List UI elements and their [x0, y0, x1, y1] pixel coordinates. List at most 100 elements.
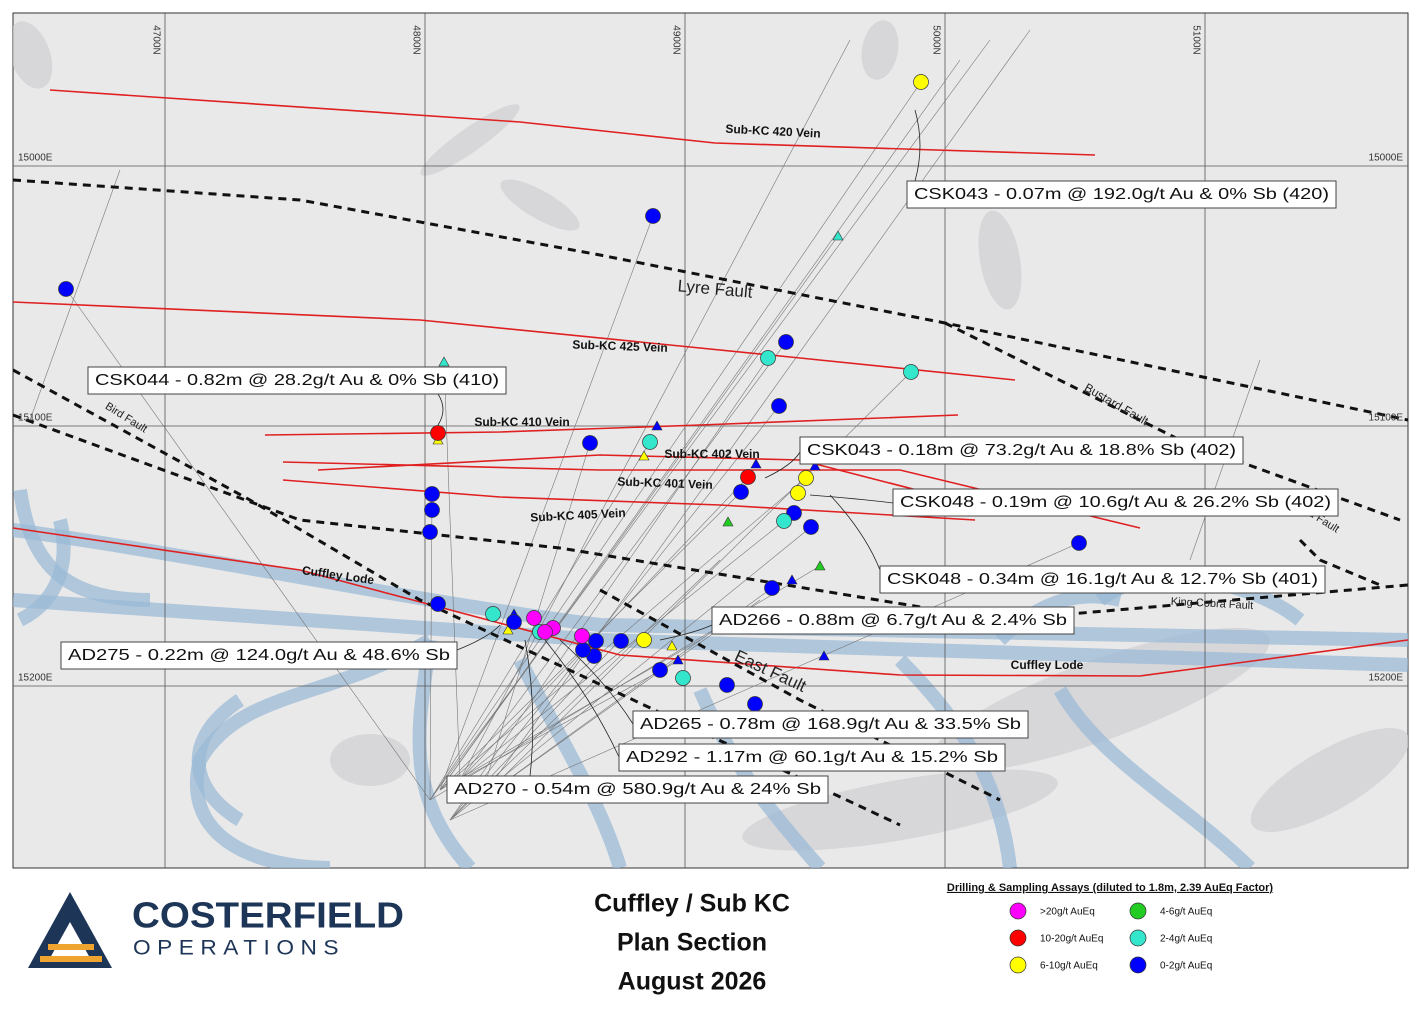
- drill-intercept: [913, 74, 929, 90]
- drill-intercept-triangle: [818, 650, 830, 661]
- drill-intercept: [636, 632, 652, 648]
- drill-intercept: [798, 470, 814, 486]
- callout-leader: [456, 624, 501, 651]
- legend-swatch: [1009, 902, 1027, 920]
- callout-leader: [544, 639, 620, 758]
- drill-trace: [459, 476, 749, 781]
- callout-text: CSK043 - 0.18m @ 73.2g/t Au & 18.8% Sb (…: [807, 442, 1236, 459]
- fault-label: King Cobra Fault: [1170, 596, 1253, 612]
- drill-trace: [459, 659, 681, 781]
- fault-line: [13, 178, 1408, 422]
- drill-intercept-triangle: [502, 624, 514, 635]
- title-line: August 2026: [618, 968, 767, 996]
- drill-intercept: [58, 281, 74, 297]
- callout-leader: [437, 393, 444, 426]
- callout-box: [799, 436, 1244, 465]
- terrain-shade: [742, 769, 1058, 851]
- drill-intercept: [771, 398, 787, 414]
- drill-intercept: [776, 513, 792, 529]
- terrain-shade: [13, 21, 53, 89]
- drill-intercept-triangle: [722, 516, 734, 527]
- terrain-shade: [500, 179, 580, 231]
- callout-leader: [914, 109, 921, 182]
- northing-label: 5000N: [930, 25, 941, 54]
- northing-label: 5100N: [1190, 25, 1201, 54]
- drill-intercept: [719, 677, 735, 693]
- callout-box: [632, 710, 1029, 739]
- drill-intercept: [574, 628, 590, 644]
- easting-label: 15100E: [18, 413, 53, 424]
- callout-leader: [524, 639, 534, 777]
- underground-working: [513, 656, 627, 868]
- terrain-shade: [420, 104, 520, 176]
- callout-box: [711, 606, 1075, 635]
- drill-intercept-triangle: [786, 574, 798, 585]
- drill-intercept-triangle: [438, 356, 450, 367]
- drill-intercept: [778, 334, 794, 350]
- callout-text: AD265 - 0.78m @ 168.9g/t Au & 33.5% Sb: [640, 716, 1021, 733]
- drill-intercept: [790, 485, 806, 501]
- drill-intercept: [422, 524, 438, 540]
- underground-working: [191, 694, 244, 827]
- underground-working: [16, 518, 71, 627]
- callout-text: CSK044 - 0.82m @ 28.2g/t Au & 0% Sb (410…: [95, 372, 499, 389]
- easting-label: 15000E: [1369, 153, 1404, 164]
- callout-text: AD275 - 0.22m @ 124.0g/t Au & 48.6% Sb: [68, 647, 450, 664]
- drill-intercept: [760, 350, 776, 366]
- callout-box: [879, 565, 1326, 594]
- callout-box: [87, 366, 507, 395]
- legend-swatch: [1009, 929, 1027, 947]
- easting-label: 15200E: [1369, 673, 1404, 684]
- title-line: Cuffley / Sub KC: [594, 890, 790, 918]
- drill-intercept: [764, 580, 780, 596]
- drill-intercept: [588, 633, 604, 649]
- callout-box: [906, 180, 1337, 209]
- drill-trace: [443, 361, 461, 781]
- logo-stripe: [40, 956, 102, 962]
- drill-intercept-triangle: [832, 230, 844, 241]
- callout-box: [60, 641, 458, 670]
- drill-intercept: [642, 434, 658, 450]
- vein-label: Sub-KC 410 Vein: [474, 415, 569, 429]
- easting-label: 15200E: [18, 673, 53, 684]
- drill-intercept: [506, 614, 522, 630]
- legend-swatch: [1129, 956, 1147, 974]
- drill-intercept-triangle: [750, 458, 762, 469]
- callout-leader: [764, 451, 801, 479]
- callout-box: [892, 488, 1339, 517]
- vein-line: [264, 414, 959, 436]
- legend-swatch: [1129, 902, 1147, 920]
- drill-intercept: [645, 208, 661, 224]
- drill-trace: [459, 39, 851, 781]
- vein-line: [282, 479, 976, 521]
- drill-intercept: [803, 519, 819, 535]
- easting-label: 15000E: [18, 153, 53, 164]
- drill-intercept: [424, 502, 440, 518]
- legend-label: 4-6g/t AuEq: [1160, 907, 1212, 918]
- drill-intercept-triangle: [666, 640, 678, 651]
- drill-intercept: [740, 469, 756, 485]
- drill-trace: [29, 169, 121, 421]
- vein-label: Sub-KC 420 Vein: [725, 122, 821, 141]
- drill-intercept: [575, 642, 591, 658]
- callout-text: AD266 - 0.88m @ 6.7g/t Au & 2.4% Sb: [719, 612, 1067, 629]
- legend-title: Drilling & Sampling Assays (diluted to 1…: [947, 882, 1274, 894]
- drill-intercept: [613, 633, 629, 649]
- drill-intercept-triangle: [638, 450, 650, 461]
- drill-intercept-triangle: [809, 460, 821, 471]
- drill-trace: [439, 235, 839, 791]
- lode-label: Cuffley Lode: [1011, 658, 1084, 672]
- drill-intercept-triangle: [672, 654, 684, 665]
- drill-intercept: [485, 606, 501, 622]
- northing-label: 4800N: [410, 25, 421, 54]
- legend-swatch: [1009, 956, 1027, 974]
- vein-label: Sub-KC 402 Vein: [664, 447, 759, 461]
- drill-intercept: [537, 624, 553, 640]
- legend-swatch: [1129, 929, 1147, 947]
- callout-text: AD270 - 0.54m @ 580.9g/t Au & 24% Sb: [454, 781, 821, 798]
- drill-trace: [449, 526, 812, 821]
- drill-intercept: [526, 610, 542, 626]
- drill-intercept: [652, 662, 668, 678]
- callout-leader: [659, 624, 713, 641]
